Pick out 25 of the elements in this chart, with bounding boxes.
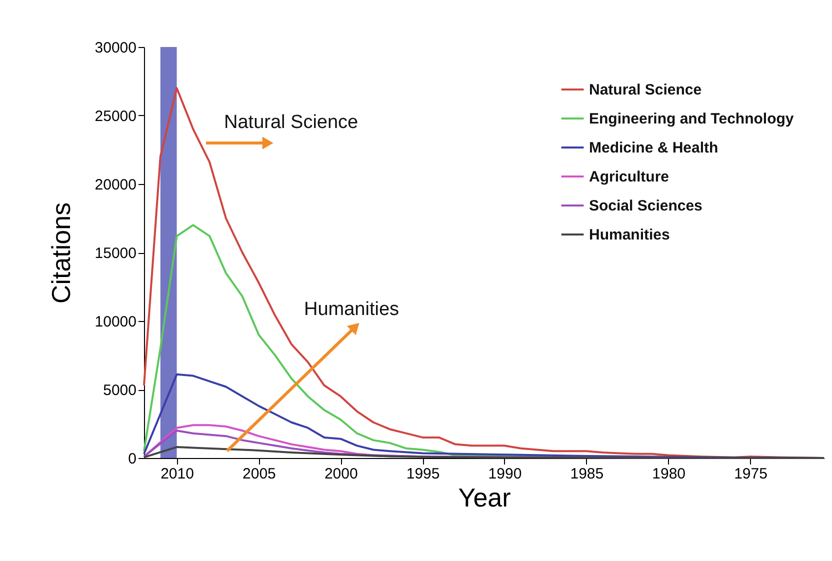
legend-label: Engineering and Technology xyxy=(589,110,794,128)
x-tick-label: 2005 xyxy=(242,466,276,482)
x-tick-label: 1980 xyxy=(652,466,686,482)
y-tick-label: 15000 xyxy=(94,245,136,262)
x-tick-label: 1990 xyxy=(488,466,522,482)
y-tick-label: 25000 xyxy=(94,108,136,125)
y-tick-label: 10000 xyxy=(94,314,136,330)
legend-label: Humanities xyxy=(589,226,670,244)
annotation: Natural Science xyxy=(224,112,358,133)
x-tick-label: 1975 xyxy=(734,466,768,482)
annotation: Humanities xyxy=(304,299,400,320)
x-tick-label: 1995 xyxy=(406,466,440,482)
y-tick-label: 5000 xyxy=(103,382,136,399)
y-tick-label: 30000 xyxy=(94,40,136,56)
legend-label: Agriculture xyxy=(589,168,670,186)
legend-label: Social Sciences xyxy=(589,198,702,214)
legend-label: Natural Science xyxy=(589,82,702,98)
y-axis-title: Citations xyxy=(46,202,76,304)
legend-label: Medicine & Health xyxy=(589,140,718,156)
x-tick-label: 2000 xyxy=(324,466,358,482)
x-axis-title: Year xyxy=(458,482,512,512)
y-tick-label: 20000 xyxy=(94,176,136,194)
y-tick-label: 0 xyxy=(128,450,136,468)
x-tick-label: 1985 xyxy=(570,466,604,482)
x-tick-label: 2010 xyxy=(160,466,194,482)
